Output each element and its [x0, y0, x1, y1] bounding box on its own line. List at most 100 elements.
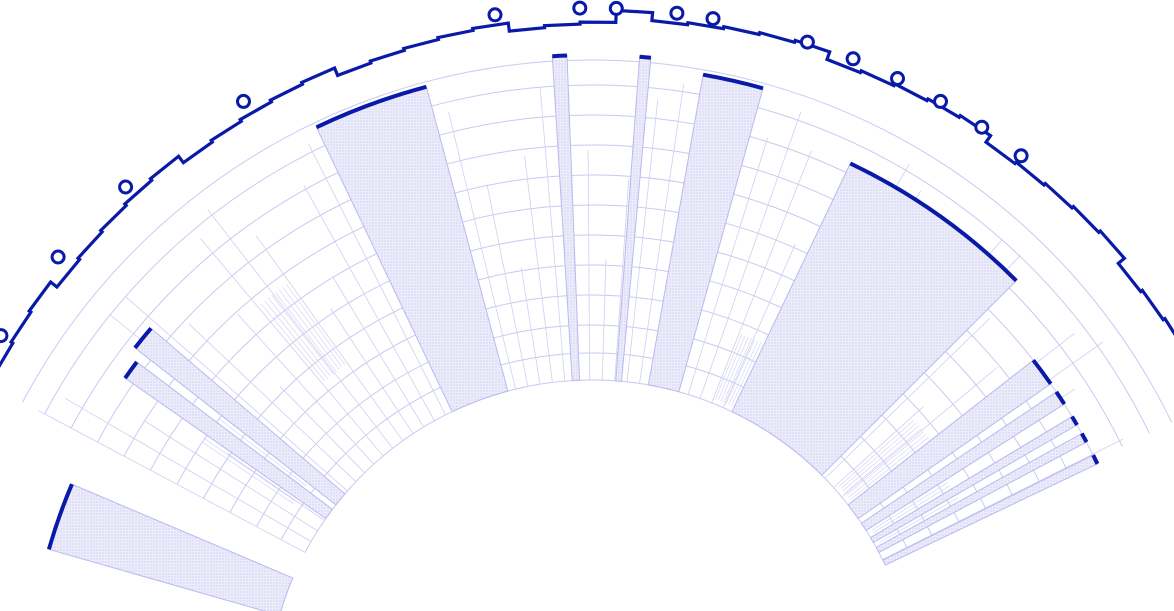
- branch-line: [227, 453, 325, 521]
- branch-line: [207, 209, 394, 449]
- stripe-line: [717, 335, 746, 401]
- rim-bump: [487, 7, 503, 23]
- stripe-line: [204, 438, 296, 502]
- wedge-outer-edge: [1070, 415, 1079, 427]
- rim-bump: [236, 93, 251, 109]
- stripe-line: [725, 339, 756, 404]
- ring-arc: [44, 84, 1150, 434]
- rim-bump: [572, 0, 588, 16]
- wedge-outer-edge: [1031, 358, 1053, 385]
- wedge-outer-edge: [123, 360, 139, 380]
- rim-bump: [608, 0, 624, 16]
- wedge-outer-edge: [1091, 454, 1100, 465]
- rim-bump: [0, 328, 9, 344]
- branch-line: [143, 420, 318, 532]
- stripe-line: [715, 333, 743, 400]
- rim-bump: [845, 51, 861, 67]
- highlighted-wedges: [46, 53, 1100, 611]
- stripe-line: [275, 292, 337, 373]
- rim-bumps: [0, 0, 1029, 344]
- branch-line: [882, 438, 1124, 560]
- wedge-outer-edge: [315, 84, 427, 130]
- branch-line: [520, 267, 541, 385]
- outer-boundary: [0, 8, 1174, 368]
- wedge-outer-edge: [133, 327, 153, 350]
- branch-line: [486, 184, 529, 387]
- wedge-outer-edge: [46, 483, 74, 550]
- stripe-line: [260, 303, 326, 382]
- wedge-outer-edge: [552, 53, 568, 59]
- branch-line: [699, 111, 802, 399]
- branch-line: [124, 295, 348, 492]
- rim-bump: [1013, 148, 1029, 164]
- branch-line: [687, 137, 769, 395]
- stripe-line: [286, 284, 346, 366]
- branch-line: [188, 323, 357, 482]
- stripe-line: [218, 418, 307, 487]
- branch-line: [722, 243, 796, 408]
- stripe-line: [846, 431, 925, 496]
- wedge-outer-edge: [849, 161, 1018, 283]
- branch-line: [824, 317, 991, 479]
- branch-line: [841, 366, 998, 498]
- branch-line: [711, 150, 812, 403]
- branch-line: [303, 185, 435, 421]
- rim-bump: [50, 249, 66, 265]
- wedge-outer-edge: [1080, 432, 1089, 444]
- stripe-line: [840, 422, 917, 489]
- branch-line: [255, 235, 404, 441]
- branch-line: [237, 313, 374, 465]
- stripe-line: [282, 286, 343, 368]
- rim-bump: [799, 34, 815, 50]
- branch-line: [587, 149, 591, 381]
- highlight-wedge: [551, 54, 581, 382]
- highlight-wedge: [615, 56, 652, 382]
- stripe-line: [257, 306, 323, 384]
- wedge-outer-edge: [702, 72, 764, 91]
- stripe-line: [723, 338, 752, 403]
- stripe-line: [879, 497, 958, 543]
- branch-line: [308, 143, 446, 416]
- stripe-line: [848, 434, 927, 498]
- stripe-line: [873, 485, 951, 533]
- stripe-line: [278, 289, 340, 370]
- highlight-wedge: [124, 361, 334, 520]
- stripe-line: [844, 428, 922, 494]
- rim-bump: [974, 119, 990, 135]
- stripe-line: [728, 340, 759, 405]
- rim-bump: [705, 11, 721, 27]
- stripe-line: [871, 482, 949, 531]
- wedge-outer-edge: [639, 54, 652, 60]
- stripe-line: [838, 419, 915, 487]
- outer-rim: [0, 8, 1174, 368]
- highlight-wedge: [48, 483, 294, 611]
- branch-line: [614, 178, 630, 381]
- branch-line: [332, 276, 424, 428]
- stripe-line: [850, 437, 929, 500]
- highlight-wedge: [647, 74, 764, 393]
- branch-line: [38, 410, 306, 553]
- branch-line: [64, 397, 312, 542]
- rim-bump: [118, 179, 134, 195]
- rim-bump: [669, 5, 685, 21]
- stripe-line: [836, 417, 912, 485]
- stripe-line: [731, 342, 762, 407]
- ring-arc: [22, 59, 1173, 423]
- rim-bump: [890, 71, 905, 86]
- stripe-line: [268, 297, 331, 377]
- stripe-line: [842, 425, 920, 491]
- branch-line: [539, 87, 566, 382]
- stripe-line: [264, 300, 328, 379]
- stripe-line: [720, 336, 749, 402]
- wedge-outer-edge: [1054, 390, 1066, 406]
- stripe-line: [202, 441, 294, 504]
- branch-line: [330, 308, 414, 434]
- branch-line: [601, 259, 607, 381]
- branch-line: [524, 156, 553, 383]
- branch-line: [448, 112, 516, 390]
- branch-line: [626, 99, 659, 382]
- rim-bump: [933, 93, 948, 109]
- branch-line: [279, 386, 365, 474]
- branch-line: [639, 84, 684, 384]
